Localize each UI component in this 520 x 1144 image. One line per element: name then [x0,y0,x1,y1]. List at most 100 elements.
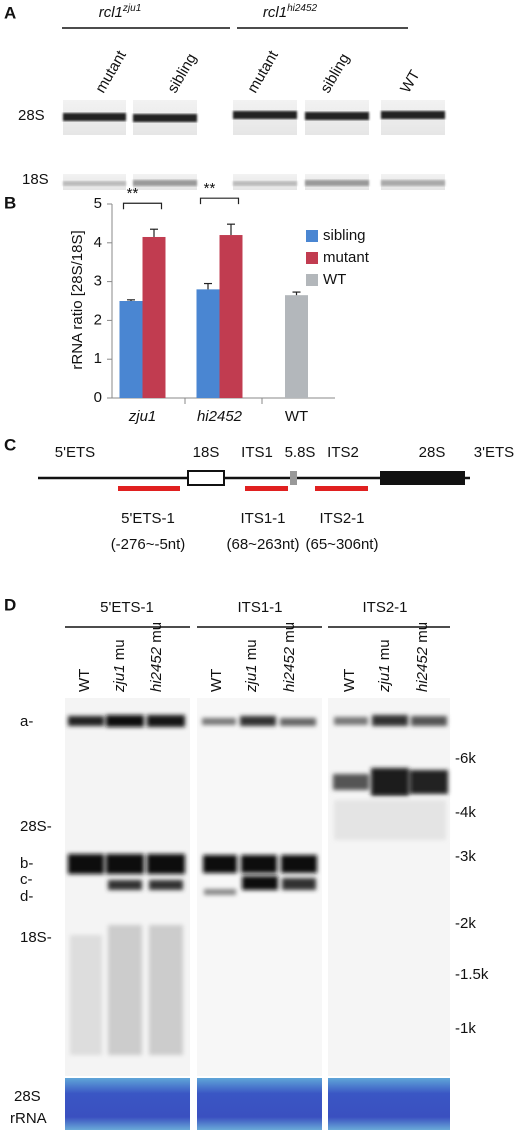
band [147,715,185,727]
lane-italic: hi2452 [414,646,431,692]
group-label: rcl1zju1 [99,3,142,21]
group-sup: hi2452 [287,3,317,14]
region-28s [380,471,465,485]
lane-italic: zju1 [376,664,393,693]
lane-label: WT [76,669,93,692]
region-label: 5.8S [285,444,316,461]
y-tick-label: 3 [94,273,102,290]
gel-band [305,180,369,186]
lane-italic: hi2452 [148,646,165,692]
band [202,718,236,725]
gel [63,100,445,190]
band [281,855,317,873]
band [149,880,183,890]
significance-label: ** [127,185,139,202]
size-marker-left: d- [20,888,33,905]
band [334,717,368,725]
y-tick-label: 1 [94,350,102,367]
probe-name: ITS2-1 [319,510,364,527]
lane-plain: WT [341,669,358,692]
lane-label: zju1 mu [111,639,128,693]
band [204,889,236,895]
band [203,855,237,873]
band [333,774,369,790]
lane-label: zju1 mu [243,639,260,693]
probe-header: ITS1-1 [237,599,282,616]
y-axis-label: rRNA ratio [28S/18S] [69,230,86,369]
significance-bracket [122,202,163,210]
x-tick-label: WT [285,408,308,425]
lane-plain: mu [148,622,165,647]
region-label: ITS1 [241,444,273,461]
gel-band [63,113,126,121]
blot-bands [68,715,448,1055]
region-label: 3'ETS [474,444,514,461]
panel-letter: C [4,435,16,454]
lane-italic: hi2452 [281,646,298,692]
lane-plain: mu [243,639,260,664]
probe-header: 5'ETS-1 [100,599,154,616]
group-sup: zju1 [122,3,141,14]
probe-header: ITS2-1 [362,599,407,616]
probe-bar [118,486,180,491]
band [282,878,316,890]
bar [285,295,308,398]
size-marker-right: -2k [455,915,476,932]
size-marker-right: -6k [455,750,476,767]
blot-panel [328,698,450,1076]
band [280,718,316,726]
lane-label: WT [397,67,423,96]
y-tick-label: 4 [94,234,102,251]
size-marker-right: -4k [455,804,476,821]
band [410,770,448,794]
band [106,715,144,727]
group-base: rcl1 [263,4,287,21]
lane-plain: mu [414,622,431,647]
lane-label: mutant [244,47,282,96]
probe-range: (65~306nt) [306,536,379,553]
lane-label: WT [341,669,358,692]
lane-label: zju1 mu [376,639,393,693]
panel-letter: D [4,595,16,614]
probe-bar [315,486,368,491]
band [68,716,104,726]
region-label: 28S [419,444,446,461]
region-5-8s [290,471,297,485]
bar-chart: 0 1 2 3 4 5 zju1 hi2452 WT ** ** sibling mutant WT [94,180,370,425]
gel-band [133,180,197,186]
row-label: 28S [18,107,45,124]
size-marker-right: -1.5k [455,966,489,983]
lane-label: hi2452 mu [281,622,298,692]
gel-band [233,111,297,119]
lane-italic: zju1 [111,664,128,693]
gel-band [133,114,197,122]
stain-label: rRNA [10,1110,47,1127]
lane-label: mutant [92,47,130,96]
band [242,876,278,890]
x-tick-label: zju1 [128,408,157,425]
y-tick-label: 5 [94,195,102,212]
size-marker-left: c- [20,871,33,888]
lane-plain: mu [376,639,393,664]
lane-plain: WT [208,669,225,692]
size-marker-left: a- [20,713,33,730]
size-marker-left: 18S- [20,929,52,946]
gel-band [305,112,369,120]
lane-label: hi2452 mu [414,622,431,692]
y-tick-label: 2 [94,311,102,328]
size-marker-right: -3k [455,848,476,865]
smear [108,925,142,1055]
group-label: rcl1hi2452 [263,3,318,21]
size-marker-right: -1k [455,1020,476,1037]
band [108,880,142,890]
lane-plain: mu [281,622,298,647]
lane-italic: zju1 [243,664,260,693]
legend-label: WT [323,271,346,288]
stain-panel [197,1078,322,1130]
gel-band [381,180,445,186]
bar [119,301,143,398]
band [68,854,104,874]
lane-plain: mu [111,639,128,664]
legend-swatch [306,252,318,264]
